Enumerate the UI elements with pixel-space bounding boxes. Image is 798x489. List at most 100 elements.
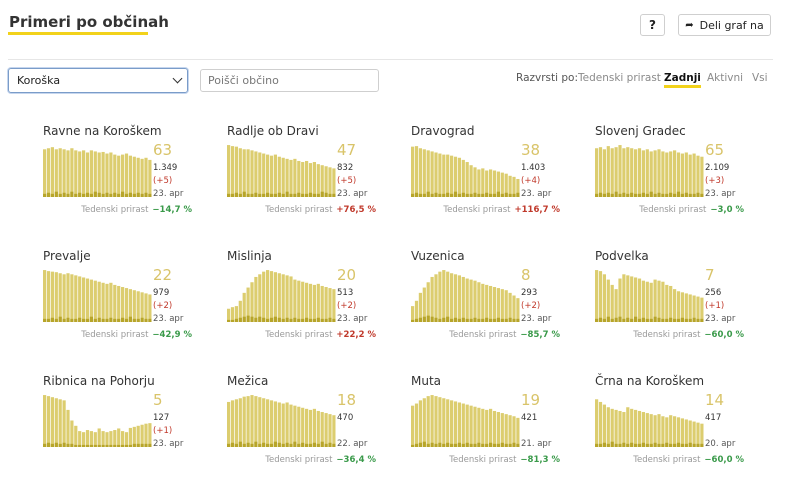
- active-cases-bar: [297, 406, 301, 447]
- weekly-growth-value: −60,0 %: [704, 330, 744, 340]
- active-cases-bar: [684, 152, 688, 197]
- municipality-card[interactable]: Mislinja 20 513 (+2) 23. apr Tedenski prirast…: [227, 249, 407, 359]
- active-cases-bar: [262, 398, 266, 447]
- active-cases-bar: [128, 427, 132, 447]
- municipality-card[interactable]: Ribnica na Pohorju 5 127 (+1) 23. apr: [43, 374, 223, 484]
- active-cases-bar: [700, 156, 704, 197]
- total-count: 832: [337, 163, 354, 173]
- municipality-card[interactable]: Podvelka 7 256 (+1) 23. apr Tedenski prirast −…: [595, 249, 775, 359]
- last-update-date: 23. apr: [153, 314, 184, 324]
- municipality-card[interactable]: Mežica 18 470 22. apr Tedenski prirast −36,4 …: [227, 374, 407, 484]
- active-cases-bar: [136, 291, 140, 322]
- new-cases-bar: [426, 315, 430, 322]
- active-cases-bar: [124, 432, 129, 447]
- active-cases-bar: [246, 396, 250, 447]
- active-cases-bar: [700, 297, 704, 322]
- new-cases-bar: [414, 192, 419, 197]
- new-cases-bar: [316, 443, 320, 447]
- active-cases-bar: [105, 283, 109, 322]
- new-cases-bar: [297, 318, 301, 322]
- new-cases-bar: [461, 192, 465, 197]
- new-cases-bar: [62, 442, 66, 447]
- new-cases-bar: [301, 193, 305, 197]
- new-cases-bar: [148, 193, 152, 197]
- active-cases-bar: [148, 423, 152, 447]
- new-cases-bar: [230, 193, 235, 197]
- new-cases-bar: [426, 191, 430, 197]
- sort-option-active[interactable]: Aktivni: [707, 72, 744, 84]
- active-count: 8: [521, 266, 531, 284]
- sort-option-all[interactable]: Vsi: [752, 72, 768, 84]
- total-count: 256: [705, 288, 722, 298]
- total-count: 2.109: [705, 163, 730, 173]
- new-cases-bar: [269, 317, 274, 322]
- new-cases-bar: [266, 443, 270, 447]
- active-cases-bar: [74, 275, 78, 322]
- sparkline-bar-chart: [43, 270, 152, 322]
- active-cases-bar: [89, 431, 93, 447]
- active-cases-bar: [227, 401, 231, 447]
- active-cases-bar: [465, 278, 469, 322]
- municipality-card[interactable]: Dravograd 38 1.403 (+4) 23. apr Tedenski prir…: [411, 124, 591, 234]
- active-cases-bar: [602, 274, 606, 322]
- new-cases-bar: [637, 193, 642, 197]
- active-cases-bar: [481, 168, 485, 197]
- new-cases-bar: [684, 318, 688, 322]
- new-cases-bar: [285, 317, 289, 322]
- active-cases-bar: [649, 282, 653, 322]
- sort-option-weekly-growth[interactable]: Tedenski prirast: [578, 72, 661, 84]
- new-cases-bar: [227, 443, 231, 447]
- new-cases-bar: [82, 318, 86, 322]
- new-cases-bar: [657, 192, 661, 197]
- new-cases-bar: [136, 192, 140, 197]
- new-cases-bar: [485, 317, 489, 322]
- new-cases-bar: [124, 193, 129, 197]
- new-cases-bar: [411, 193, 415, 197]
- new-cases-bar: [254, 317, 258, 322]
- help-button[interactable]: ?: [640, 14, 665, 36]
- municipality-card[interactable]: Radlje ob Dravi 47 832 (+5) 23. apr Tedenski …: [227, 124, 407, 234]
- region-select[interactable]: Koroška: [8, 68, 188, 93]
- active-cases-bar: [673, 150, 677, 197]
- new-cases-bar: [481, 193, 485, 197]
- sparkline-bar-chart: [43, 395, 152, 447]
- active-cases-bar: [109, 282, 113, 322]
- active-cases-bar: [626, 275, 630, 322]
- new-cases-bar: [504, 318, 508, 322]
- new-cases-bar: [66, 193, 70, 197]
- sort-option-latest[interactable]: Zadnji: [664, 72, 701, 88]
- active-cases-bar: [46, 271, 51, 322]
- new-cases-bar: [516, 443, 520, 447]
- municipality-card[interactable]: Vuzenica 8 293 (+2) 23. apr Tedenski prirast −…: [411, 249, 591, 359]
- new-cases-bar: [446, 192, 450, 197]
- active-count: 18: [337, 391, 357, 409]
- active-cases-bar: [50, 147, 54, 197]
- share-button[interactable]: ➦ Deli graf na: [678, 14, 771, 36]
- search-input[interactable]: [200, 69, 379, 92]
- new-cases-bar: [516, 192, 520, 197]
- new-cases-bar: [109, 193, 113, 197]
- new-cases-bar: [238, 193, 242, 197]
- active-cases-bar: [136, 157, 140, 197]
- new-cases-bar: [673, 443, 677, 447]
- new-cases-bar: [610, 318, 614, 322]
- municipality-card[interactable]: Ravne na Koroškem 63 1.349 (+5) 23. apr Teden…: [43, 124, 223, 234]
- active-cases-bar: [301, 407, 305, 447]
- new-cases-bar: [453, 191, 458, 197]
- active-cases-bar: [411, 405, 415, 447]
- daily-change: (+2): [337, 301, 357, 311]
- active-cases-bar: [66, 150, 70, 197]
- active-cases-bar: [113, 284, 117, 322]
- municipality-card[interactable]: Slovenj Gradec 65 2.109 (+3) 23. apr Tedenski…: [595, 124, 775, 234]
- weekly-growth-value: −60,0 %: [704, 455, 744, 465]
- active-cases-bar: [653, 150, 657, 197]
- new-cases-bar: [634, 316, 638, 322]
- new-cases-bar: [438, 318, 442, 322]
- municipality-card[interactable]: Muta 19 421 21. apr Tedenski prirast −81,3 %: [411, 374, 591, 484]
- new-cases-bar: [606, 316, 610, 322]
- new-cases-bar: [630, 318, 634, 322]
- municipality-card[interactable]: Prevalje 22 979 (+2) 23. apr Tedenski prirast…: [43, 249, 223, 359]
- municipality-card[interactable]: Črna na Koroškem 14 417 20. apr Tedenski pri…: [595, 374, 775, 484]
- municipality-name: Mežica: [227, 374, 269, 388]
- active-cases-bar: [269, 400, 274, 447]
